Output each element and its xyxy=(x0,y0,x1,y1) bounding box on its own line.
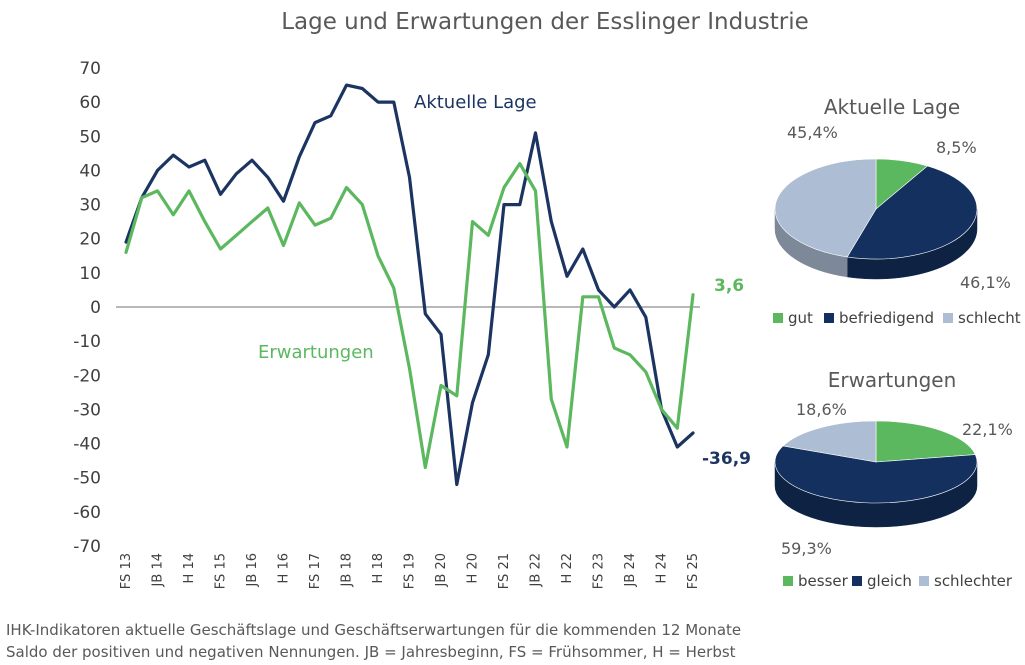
pie1-slice-schlecht xyxy=(774,158,877,258)
legend-label-besser: besser xyxy=(798,572,849,590)
pie-title-erwartungen: Erwartungen xyxy=(828,368,957,392)
x-tick-label: H 18 xyxy=(371,553,386,583)
y-tick-label: -20 xyxy=(73,366,101,386)
y-tick-label: 40 xyxy=(79,161,101,181)
x-tick-label: H 14 xyxy=(182,553,197,583)
pie-title-aktuelle-lage: Aktuelle Lage xyxy=(824,95,960,119)
x-tick-label: FS 23 xyxy=(592,553,607,589)
x-tick-label: JB 16 xyxy=(245,553,260,587)
pie1-label-befriedigend: 46,1% xyxy=(960,273,1011,292)
pie-aktuelle-lage xyxy=(774,158,978,280)
series-line-erwartungen xyxy=(124,162,695,470)
x-tick-label: FS 17 xyxy=(308,553,323,589)
pie2-label-gleich: 59,3% xyxy=(781,539,832,558)
chart-title: Lage und Erwartungen der Esslinger Indus… xyxy=(281,9,809,35)
legend-erwartungen: besser gleich schlechter xyxy=(783,572,1013,590)
pie2-label-besser: 22,1% xyxy=(962,420,1013,439)
y-tick-label: 10 xyxy=(79,264,101,284)
legend-label-gleich: gleich xyxy=(867,572,912,590)
legend-aktuelle-lage: gut befriedigend schlecht xyxy=(773,309,1021,327)
x-tick-label: FS 21 xyxy=(497,553,512,589)
legend-swatch-gleich xyxy=(852,576,862,586)
series-line-aktuelle-lage xyxy=(124,83,695,487)
y-tick-label: 60 xyxy=(79,93,101,113)
pie2-slice-gleich xyxy=(774,445,978,504)
x-tick-label: H 22 xyxy=(560,553,575,583)
pie1-slice-befriedigend xyxy=(846,165,978,260)
line-series xyxy=(124,83,695,487)
x-axis: FS 13 JB 14 H 14 FS 15 JB 16 H 16 FS 17 JB 18 H … xyxy=(119,553,701,589)
x-tick-label: JB 18 xyxy=(340,553,355,587)
y-tick-label: 20 xyxy=(79,230,101,250)
y-tick-label: -70 xyxy=(73,537,101,557)
x-tick-label: H 20 xyxy=(466,553,481,583)
pie1-label-schlecht: 45,4% xyxy=(787,123,838,142)
x-tick-label: JB 14 xyxy=(151,553,166,587)
legend-swatch-schlechter xyxy=(919,576,929,586)
end-label-aktuelle-lage: -36,9 xyxy=(702,449,751,469)
legend-label-gut: gut xyxy=(788,309,813,327)
x-tick-label: H 24 xyxy=(655,553,670,583)
legend-swatch-besser xyxy=(783,576,793,586)
series-label-aktuelle-lage: Aktuelle Lage xyxy=(414,92,537,113)
end-label-erwartungen: 3,6 xyxy=(714,276,744,296)
y-tick-label: 50 xyxy=(79,127,101,147)
legend-swatch-schlecht xyxy=(943,313,953,323)
pie2-slice-schlechter xyxy=(782,420,877,463)
footer-line-2: Saldo der positiven und negativen Nennun… xyxy=(6,643,736,661)
series-label-erwartungen: Erwartungen xyxy=(258,342,374,363)
legend-label-schlecht: schlecht xyxy=(958,309,1021,327)
x-tick-label: FS 19 xyxy=(403,553,418,589)
pie2-label-schlechter: 18,6% xyxy=(796,400,847,419)
pie2-slice-besser xyxy=(875,420,976,463)
legend-label-befriedigend: befriedigend xyxy=(839,309,934,327)
y-tick-label: 30 xyxy=(79,196,101,216)
y-tick-label: 70 xyxy=(79,59,101,79)
y-tick-label: -30 xyxy=(73,400,101,420)
chart-area: Lage und Erwartungen der Esslinger Indus… xyxy=(73,9,1021,590)
y-tick-label: 0 xyxy=(90,298,101,318)
legend-swatch-gut xyxy=(773,313,783,323)
y-tick-label: -40 xyxy=(73,435,101,455)
x-tick-label: H 16 xyxy=(277,553,292,583)
y-tick-label: -60 xyxy=(73,503,101,523)
x-tick-label: JB 22 xyxy=(529,553,544,587)
y-axis: 70 60 50 40 30 20 10 0 -10 -20 -30 -40 -50 -60 -70 xyxy=(73,59,101,557)
pie1-label-gut: 8,5% xyxy=(936,138,977,157)
x-tick-label: FS 15 xyxy=(214,553,229,589)
legend-label-schlechter: schlechter xyxy=(934,572,1013,590)
x-tick-label: JB 24 xyxy=(623,553,638,587)
legend-swatch-befriedigend xyxy=(824,313,834,323)
x-tick-label: JB 20 xyxy=(434,553,449,587)
x-tick-label: FS 13 xyxy=(119,553,134,589)
x-tick-label: FS 25 xyxy=(686,553,701,589)
y-tick-label: -50 xyxy=(73,469,101,489)
pie-erwartungen xyxy=(774,420,978,528)
y-tick-label: -10 xyxy=(73,332,101,352)
footer-line-1: IHK-Indikatoren aktuelle Geschäftslage u… xyxy=(6,621,742,639)
